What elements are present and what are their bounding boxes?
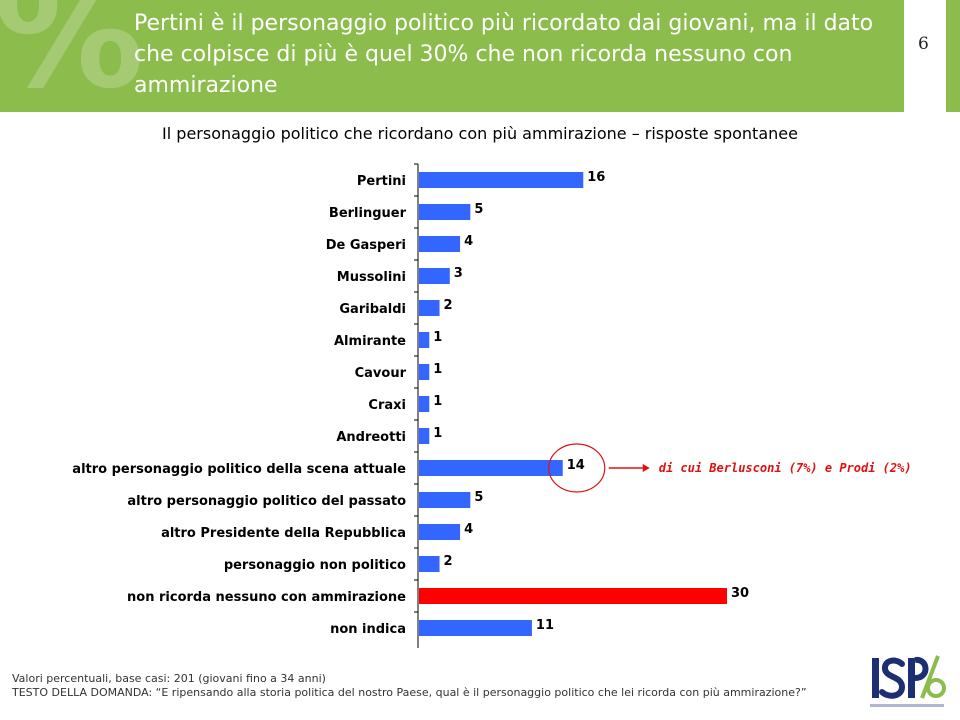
- slide-title: Pertini è il personaggio politico più ri…: [134, 11, 874, 98]
- category-label: Almirante: [334, 334, 406, 349]
- value-label: 1: [433, 426, 442, 441]
- value-label: 5: [474, 490, 483, 505]
- bar: [419, 332, 430, 348]
- value-label: 30: [731, 586, 749, 601]
- footer-question: TESTO DELLA DOMANDA: “E ripensando alla …: [12, 686, 807, 699]
- value-label: 1: [433, 330, 442, 345]
- page-number: 6: [918, 34, 929, 54]
- header-banner: % Pertini è il personaggio politico più …: [0, 0, 904, 112]
- ispo-logo-mark: [872, 655, 946, 699]
- value-label: 5: [474, 202, 483, 217]
- bar: [419, 300, 440, 316]
- annotation-arrowhead: [642, 464, 650, 472]
- footer-note: Valori percentuali, base casi: 201 (giov…: [12, 672, 326, 685]
- category-label: non ricorda nessuno con ammirazione: [127, 590, 406, 605]
- chart-title: Il personaggio politico che ricordano co…: [162, 124, 798, 143]
- category-label: altro personaggio politico della scena a…: [72, 462, 406, 477]
- value-label: 2: [444, 298, 453, 313]
- value-label: 1: [433, 394, 442, 409]
- bar: [419, 236, 461, 252]
- value-label: 3: [454, 266, 463, 281]
- category-label: Andreotti: [336, 430, 406, 445]
- category-label: altro personaggio politico del passato: [127, 494, 406, 509]
- category-label: altro Presidente della Repubblica: [161, 526, 406, 541]
- bar: [419, 396, 430, 412]
- category-label: Pertini: [357, 174, 406, 189]
- category-label: Mussolini: [337, 270, 406, 285]
- value-label: 16: [587, 170, 605, 185]
- percent-decoration-icon: %: [0, 0, 145, 112]
- bar: [419, 556, 440, 572]
- category-label: De Gasperi: [326, 238, 406, 253]
- category-label: Garibaldi: [339, 302, 406, 317]
- bar: [419, 172, 584, 188]
- value-label: 2: [444, 554, 453, 569]
- bar: [419, 492, 471, 508]
- bar: [419, 364, 430, 380]
- logo-tagline-mark: [870, 704, 944, 707]
- annotation-circle: [548, 443, 606, 493]
- annotation-text: di cui Berlusconi (7%) e Prodi (2%): [659, 461, 912, 475]
- bar: [419, 620, 532, 636]
- ispo-logo: [870, 655, 946, 707]
- bar: [419, 524, 461, 540]
- category-label: non indica: [330, 622, 406, 637]
- value-label: 4: [464, 234, 473, 249]
- category-label: Cavour: [355, 366, 407, 381]
- bar: [419, 204, 471, 220]
- value-label: 11: [536, 618, 554, 633]
- value-label: 4: [464, 522, 473, 537]
- bar: [419, 428, 430, 444]
- category-label: Craxi: [368, 398, 406, 413]
- footer: Valori percentuali, base casi: 201 (giov…: [12, 672, 812, 700]
- category-label: Berlinguer: [329, 206, 407, 221]
- bar: [419, 460, 563, 476]
- bar: [419, 268, 450, 284]
- value-label: 1: [433, 362, 442, 377]
- category-label: personaggio non politico: [224, 558, 406, 573]
- header-right-strip: [946, 0, 960, 112]
- value-label: 14: [567, 458, 585, 473]
- bar: [419, 588, 727, 604]
